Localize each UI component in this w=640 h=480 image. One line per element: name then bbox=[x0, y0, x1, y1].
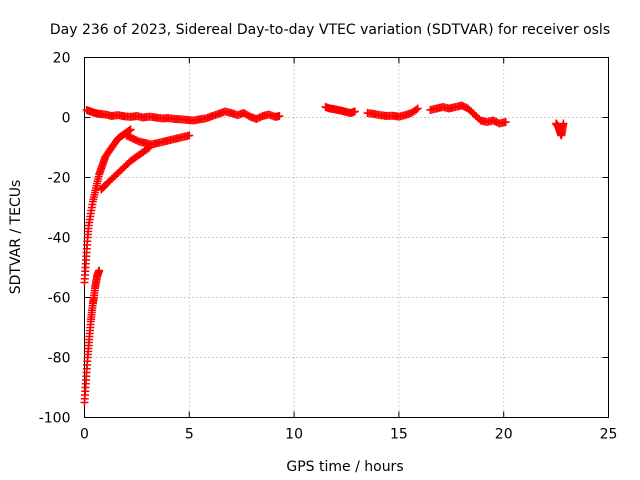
y-tick-label: 20 bbox=[53, 51, 71, 67]
data-point-band-15h bbox=[412, 105, 421, 114]
data-point-band-15h bbox=[413, 104, 422, 113]
chart-title: Day 236 of 2023, Sidereal Day-to-day VTE… bbox=[50, 22, 610, 38]
x-tick-label: 20 bbox=[495, 427, 513, 443]
data-point-band-near-zero bbox=[275, 112, 284, 120]
data-point-band-23h bbox=[559, 119, 568, 128]
data-point-band-12h bbox=[350, 107, 359, 116]
data-point-mid-branch bbox=[185, 131, 194, 140]
x-axis-label: GPS time / hours bbox=[286, 459, 403, 475]
y-axis: -100 -80 -60 -40 -20 0 20 bbox=[39, 51, 609, 427]
y-tick-label: -20 bbox=[48, 171, 71, 187]
x-tick-label: 25 bbox=[600, 427, 618, 443]
x-tick-label: 15 bbox=[390, 427, 408, 443]
data-point-band-18h bbox=[501, 118, 510, 126]
y-tick-label: -40 bbox=[48, 231, 71, 247]
y-tick-label: 0 bbox=[62, 111, 71, 127]
x-tick-label: 0 bbox=[80, 427, 89, 443]
x-axis: 0 5 10 15 20 25 bbox=[80, 57, 618, 443]
y-tick-label: -60 bbox=[48, 291, 71, 307]
y-tick-label: -100 bbox=[39, 411, 71, 427]
y-tick-label: -80 bbox=[48, 351, 71, 367]
x-tick-label: 5 bbox=[185, 427, 194, 443]
data-point-recovery-curve bbox=[126, 125, 135, 134]
data-series-sdtvar bbox=[80, 101, 568, 407]
data-point-steep-drop bbox=[95, 266, 104, 275]
x-tick-label: 10 bbox=[285, 427, 303, 443]
y-axis-label: SDTVAR / TECUs bbox=[8, 180, 24, 295]
